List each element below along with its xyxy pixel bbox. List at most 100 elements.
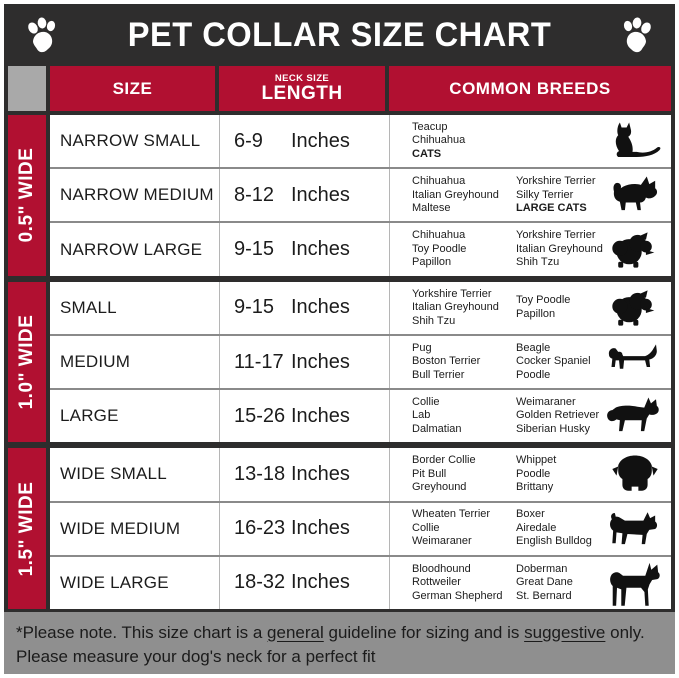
chart-panel: PET COLLAR SIZE CHART SIZE NECK SIZE LEN… [4, 4, 675, 674]
breed-name: Chihuahua [412, 134, 466, 147]
breed-name: Maltese [412, 202, 451, 215]
breed-name: Papillon [516, 307, 556, 320]
length-caption: LENGTH [261, 83, 343, 104]
breed-name: Boston Terrier [412, 355, 481, 368]
neck-range: 6-9 [234, 129, 263, 152]
width-rail: 1.0" WIDE [8, 281, 46, 443]
breed-name: Bloodhound [412, 562, 471, 575]
table-row: NARROW LARGE 9-15 Inches Chihuahua Toy Poodl… [50, 221, 671, 276]
breed-name: Lab [412, 409, 431, 422]
bulldog-icon [605, 452, 665, 496]
breeds-column: Yorkshire Terrier Italian Greyhound Shih T… [412, 288, 516, 329]
breed-name: Great Dane [516, 576, 573, 589]
pitbull-icon [605, 507, 665, 551]
neck-size-cell: 6-9 Inches [219, 115, 389, 168]
breed-name: Poodle [516, 368, 551, 381]
breeds-column: Yorkshire Terrier Silky Terrier LARGE CATS [516, 175, 632, 216]
breeds-column: Whippet Poodle Brittany [516, 454, 632, 495]
neck-range: 15-26 [234, 404, 286, 427]
footer-note: *Please note. This size chart is a gener… [4, 612, 675, 674]
breed-name: St. Bernard [516, 589, 572, 602]
neck-size-cell: 18-32 Inches [219, 556, 389, 609]
breed-name: Greyhound [412, 481, 467, 494]
neck-range: 9-15 [234, 296, 275, 319]
breeds-cell: Bloodhound Rottweiler German Shepherd Dober… [389, 556, 671, 609]
breed-name: Rottweiler [412, 576, 461, 589]
breed-name: Boxer [516, 508, 545, 521]
paw-icon [613, 14, 659, 56]
breed-name: Weimaraner [516, 395, 576, 408]
breed-name: Papillon [412, 256, 452, 269]
column-header-neck-size: NECK SIZE LENGTH [219, 66, 385, 111]
breeds-column: Toy Poodle Papillon [516, 294, 632, 321]
neck-unit: Inches [291, 517, 350, 540]
breed-name: Whippet [516, 454, 557, 467]
breed-name: Golden Retriever [516, 409, 600, 422]
width-rail-label: 1.0" WIDE [16, 314, 37, 410]
neck-size-cell: 9-15 Inches [219, 281, 389, 334]
group-rows: WIDE SMALL 13-18 Inches Border Collie Pit Bu… [50, 448, 671, 610]
dachshund-icon [605, 340, 665, 384]
breed-name: Yorkshire Terrier [516, 229, 596, 242]
group-rows: NARROW SMALL 6-9 Inches Teacup Chihuahua CATS… [50, 115, 671, 276]
neck-size-cell: 8-12 Inches [219, 169, 389, 222]
breed-name: Dalmatian [412, 422, 462, 435]
size-cell: NARROW MEDIUM [60, 185, 214, 205]
breed-name: Doberman [516, 562, 568, 575]
common-breeds-label: COMMON BREEDS [449, 78, 611, 98]
breed-name: Italian Greyhound [412, 301, 499, 314]
width-group: 1.0" WIDE SMALL 9-15 Inches Yorkshire Terrie… [8, 281, 671, 443]
breeds-column: Yorkshire Terrier Italian Greyhound Shih T… [516, 229, 632, 270]
table-row: SMALL 9-15 Inches Yorkshire Terrier Italian … [50, 281, 671, 334]
neck-range: 18-32 [234, 571, 286, 594]
width-rail: 0.5" WIDE [8, 115, 46, 276]
width-rail-label: 0.5" WIDE [16, 147, 37, 243]
neck-size-cell: 11-17 Inches [219, 335, 389, 389]
note-text: only. [605, 622, 645, 642]
column-header-size: SIZE [50, 66, 215, 111]
neck-size-cell: 15-26 Inches [219, 390, 389, 443]
table-row: NARROW SMALL 6-9 Inches Teacup Chihuahua CATS [50, 115, 671, 168]
width-group: 0.5" WIDE NARROW SMALL 6-9 Inches Teacup Chih… [8, 115, 671, 276]
breeds-cell: Collie Lab Dalmatian Weimaraner Golden Retri… [389, 390, 671, 443]
collie-icon [605, 394, 665, 438]
breed-name: Toy Poodle [412, 242, 467, 255]
breeds-cell: Chihuahua Toy Poodle Papillon Yorkshire Ter… [389, 223, 671, 276]
note-underlined-word: general [267, 622, 324, 642]
neck-range: 8-12 [234, 183, 275, 206]
breed-name: Bull Terrier [412, 368, 465, 381]
breeds-cell: Yorkshire Terrier Italian Greyhound Shih T… [389, 281, 671, 334]
note-text: guideline for sizing and is [323, 622, 525, 642]
breed-name: German Shepherd [412, 589, 503, 602]
neck-size-cell: 13-18 Inches [219, 448, 389, 501]
breed-name: Toy Poodle [516, 294, 571, 307]
breeds-column: Boxer Airedale English Bulldog [516, 508, 632, 549]
breed-name: Chihuahua [412, 229, 466, 242]
fluffy-dog-icon [605, 228, 665, 272]
breeds-column: Border Collie Pit Bull Greyhound [412, 454, 516, 495]
size-cell: NARROW SMALL [60, 131, 201, 151]
breeds-column: Collie Lab Dalmatian [412, 396, 516, 437]
table-row: WIDE LARGE 18-32 Inches Bloodhound Rottweile… [50, 554, 671, 609]
breeds-column: Bloodhound Rottweiler German Shepherd [412, 563, 516, 604]
title-bar: PET COLLAR SIZE CHART [4, 4, 675, 66]
breed-name: LARGE CATS [516, 202, 587, 215]
note-line-2: Please measure your dog's neck for a per… [16, 646, 376, 666]
neck-size-cell: 9-15 Inches [219, 223, 389, 276]
table-row: MEDIUM 11-17 Inches Pug Boston Terrier Bull T… [50, 333, 671, 389]
size-table-body: 0.5" WIDE NARROW SMALL 6-9 Inches Teacup Chih… [4, 115, 675, 612]
breed-name: Italian Greyhound [516, 242, 603, 255]
breed-name: Brittany [516, 481, 554, 494]
neck-unit: Inches [291, 571, 350, 594]
column-header-size-label: SIZE [112, 78, 153, 98]
breeds-cell: Border Collie Pit Bull Greyhound Whippet Poo… [389, 448, 671, 501]
breeds-column: Teacup Chihuahua CATS [412, 121, 516, 162]
doberman-icon [605, 557, 665, 615]
cat-icon [605, 119, 665, 163]
page-title: PET COLLAR SIZE CHART [127, 15, 552, 54]
breeds-column: Doberman Great Dane St. Bernard [516, 563, 632, 604]
breed-name: Chihuahua [412, 175, 466, 188]
neck-unit: Inches [291, 129, 350, 152]
breed-name: Collie [412, 395, 440, 408]
neck-range: 16-23 [234, 517, 286, 540]
